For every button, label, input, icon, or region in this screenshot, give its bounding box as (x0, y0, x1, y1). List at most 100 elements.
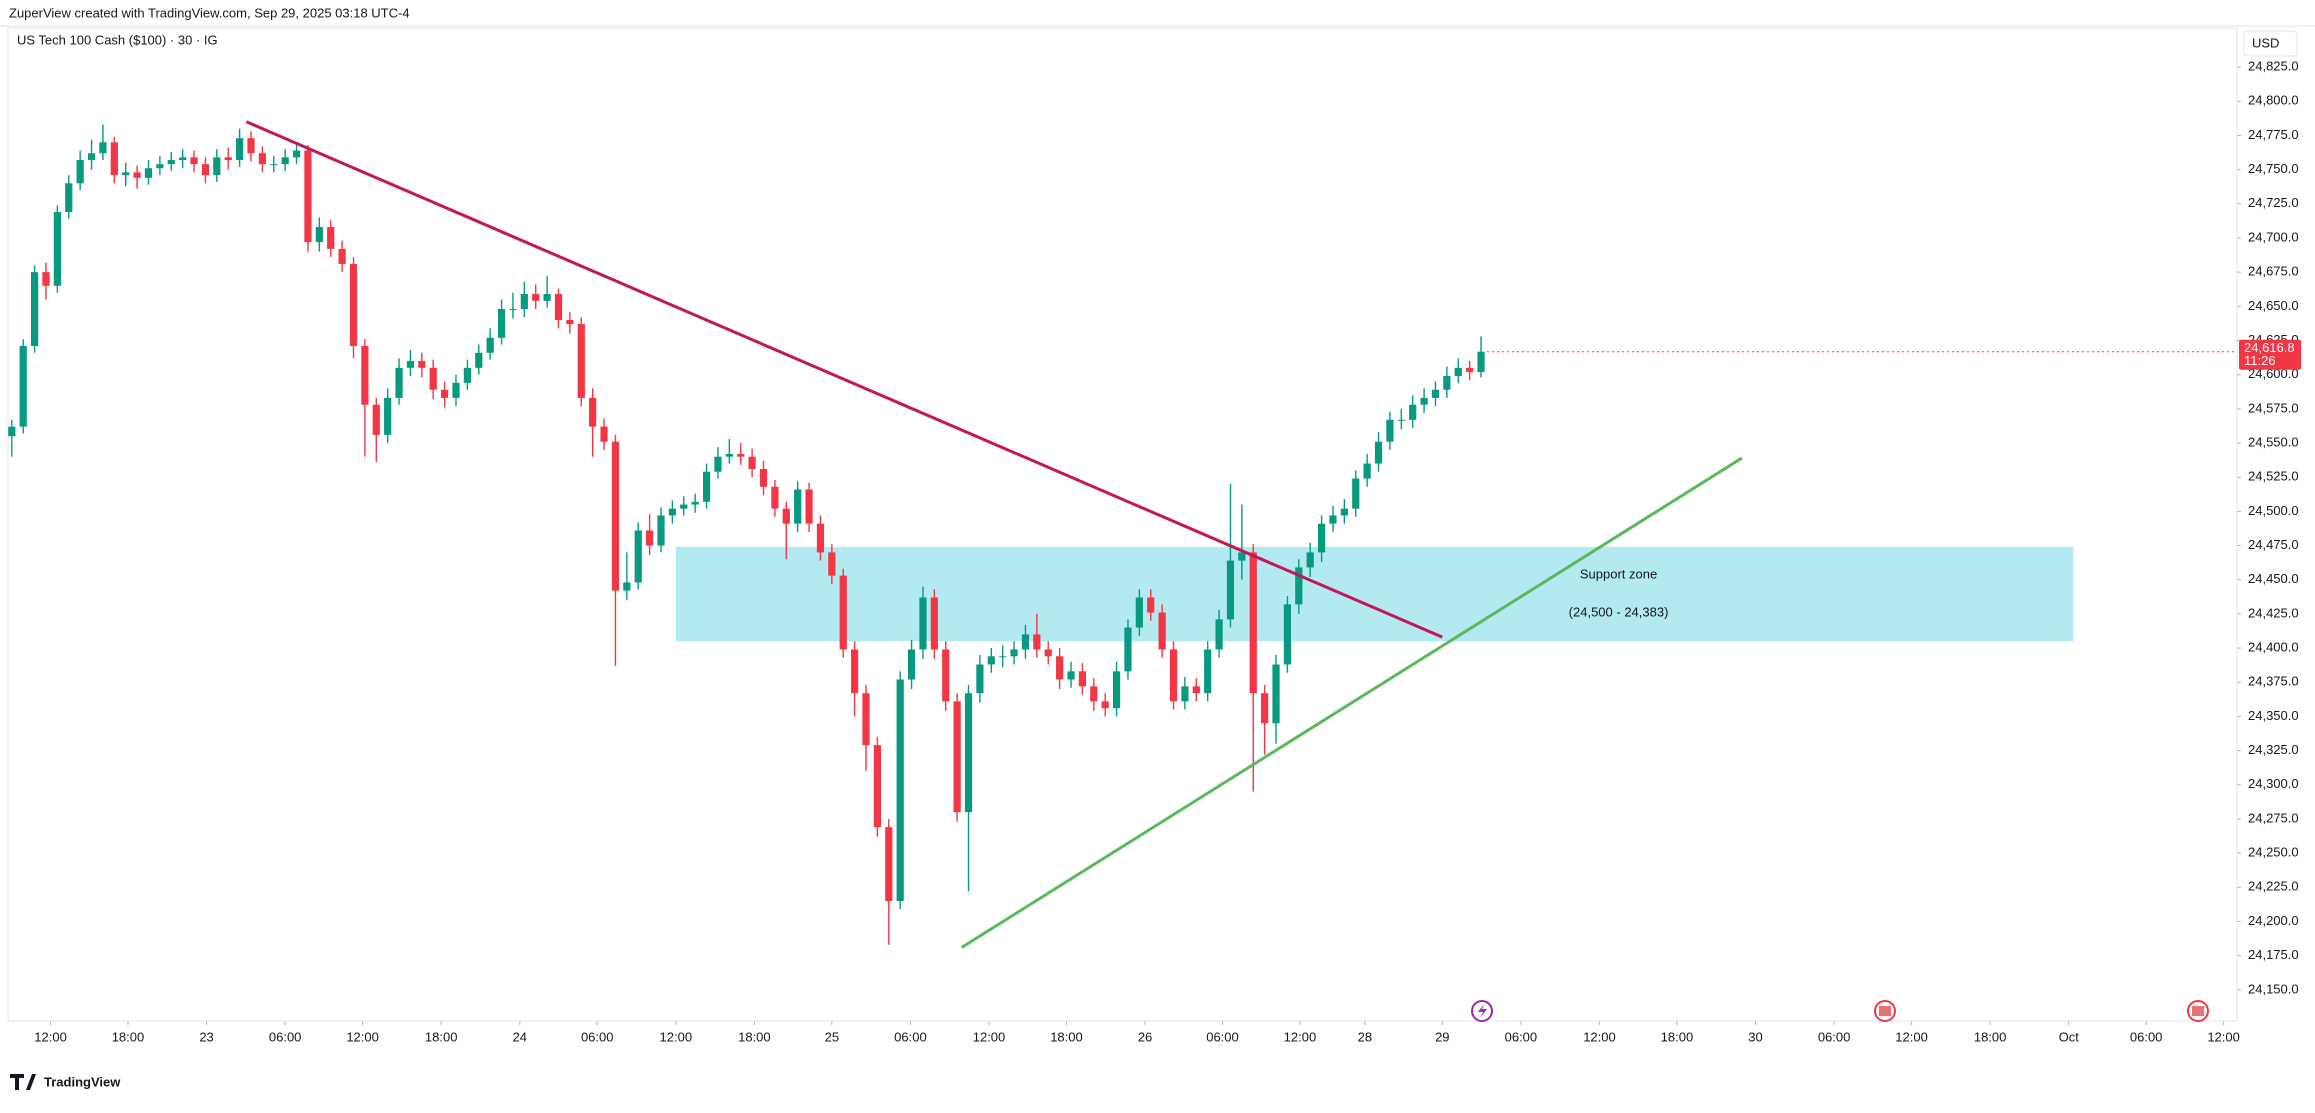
candle-body (611, 441, 620, 591)
candle-body (1078, 671, 1087, 687)
x-tick-label: 06:00 (1505, 1029, 1538, 1044)
candle-body (794, 489, 802, 524)
candles (8, 124, 1485, 945)
y-tick-label: 24,600.0 (2248, 366, 2299, 381)
x-tick-label: 12:00 (34, 1029, 67, 1044)
candle-body (1158, 612, 1166, 650)
candle-body (851, 649, 859, 694)
candle-body (1352, 478, 1360, 509)
x-tick-label: 18:00 (112, 1029, 145, 1044)
y-tick-label: 24,500.0 (2248, 503, 2299, 518)
trendline (245, 120, 1443, 639)
y-tick-label: 24,225.0 (2248, 879, 2299, 894)
y-tick-label: 24,475.0 (2248, 537, 2299, 552)
x-tick-label: 29 (1435, 1029, 1449, 1044)
y-tick-label: 24,150.0 (2248, 981, 2299, 996)
zone-label: (24,500 - 24,383) (1569, 605, 1669, 620)
x-tick-label: 18:00 (1974, 1029, 2007, 1044)
candle-body (1010, 649, 1018, 657)
candle-body (1067, 671, 1075, 680)
candle-body (873, 745, 882, 828)
candle-body (1147, 597, 1155, 613)
x-tick-label: 18:00 (738, 1029, 771, 1044)
x-tick-label: 26 (1138, 1029, 1152, 1044)
candle-body (1397, 419, 1405, 421)
last-price-tag (2239, 339, 2301, 370)
candle-body (1215, 619, 1223, 650)
candle-body (1340, 508, 1348, 516)
candle-body (42, 272, 50, 286)
candle-body (976, 664, 984, 694)
y-tick-label: 24,650.0 (2248, 298, 2299, 313)
candle-body (520, 294, 528, 310)
candle-body (463, 367, 471, 383)
candle-body (327, 227, 335, 249)
candle-body (190, 157, 198, 165)
candle-body (771, 486, 779, 509)
x-tick-label: 12:00 (2207, 1029, 2240, 1044)
x-tick-label: 12:00 (973, 1029, 1006, 1044)
y-tick-label: 24,775.0 (2248, 127, 2299, 142)
y-tick-label: 24,200.0 (2248, 913, 2299, 928)
logo-mark (10, 1074, 36, 1090)
candle-body (1033, 634, 1041, 650)
candle-body (1329, 515, 1337, 524)
candle-body (623, 582, 631, 591)
y-tick-label: 24,675.0 (2248, 264, 2299, 279)
candle-body (1283, 604, 1292, 665)
y-tick-label: 24,400.0 (2248, 640, 2299, 655)
candle-body (497, 309, 506, 338)
candle-body (885, 827, 893, 901)
candle-body (805, 489, 813, 524)
candle-body (1124, 627, 1132, 672)
currency-box[interactable] (2243, 30, 2298, 57)
candle-body (406, 361, 415, 368)
candle-body (87, 153, 96, 161)
candle-body (1169, 649, 1178, 702)
candle-body (999, 656, 1007, 658)
y-tick-label: 24,575.0 (2248, 400, 2299, 415)
x-tick-label: 06:00 (1818, 1029, 1851, 1044)
candle-body (292, 150, 301, 158)
candle-body (270, 164, 278, 166)
candle-body (1409, 404, 1417, 420)
candle-body (53, 212, 61, 286)
candle-body (1420, 397, 1428, 405)
candle-body (543, 294, 551, 301)
candle-body (1317, 523, 1326, 553)
event-icons (1471, 1000, 2209, 1022)
candle-body (418, 361, 426, 368)
candle-body (646, 530, 654, 546)
candle-body (361, 345, 369, 405)
y-tick-label: 24,750.0 (2248, 161, 2299, 176)
candle-body (1374, 441, 1383, 464)
candle-body (315, 227, 323, 243)
credit: ZuperView created with TradingView.com, … (9, 5, 410, 20)
candle-body (964, 693, 973, 813)
zone-label: Support zone (1580, 567, 1657, 582)
symbol-title: US Tech 100 Cash ($100) · 30 · IG (17, 32, 218, 47)
pane-border (7, 27, 2238, 1022)
last-price-label: 24,616.8 (2244, 340, 2295, 355)
candle-body (737, 453, 745, 457)
candle-body (452, 382, 460, 398)
candle-body (702, 471, 711, 502)
logo-text: TradingView (44, 1074, 121, 1089)
countdown: 11:26 (2244, 353, 2276, 368)
candle-body (110, 142, 118, 176)
candle-body (907, 649, 916, 680)
candle-body (1466, 367, 1474, 372)
x-tick-label: 23 (199, 1029, 213, 1044)
currency: USD (2252, 35, 2279, 50)
logo: TradingView (10, 1074, 121, 1090)
x-tick-label: 06:00 (581, 1029, 614, 1044)
trendline (960, 456, 1743, 949)
candle-body (8, 426, 16, 437)
candle-body (1056, 656, 1064, 680)
candle-body (1443, 376, 1451, 390)
candle-body (1238, 552, 1246, 561)
candle-body (930, 597, 938, 650)
candle-body (338, 248, 346, 264)
candle-body (384, 397, 392, 435)
y-tick-label: 24,525.0 (2248, 469, 2299, 484)
